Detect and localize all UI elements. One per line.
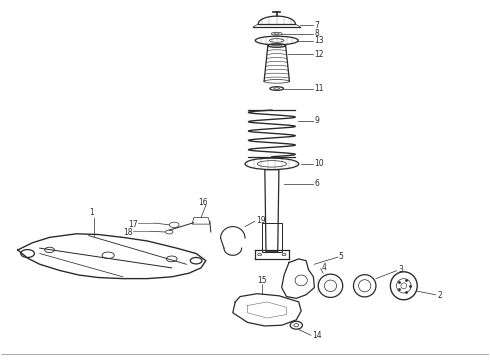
Text: 9: 9 [315, 116, 319, 125]
Text: 13: 13 [315, 36, 324, 45]
Text: 4: 4 [322, 264, 327, 273]
Text: 2: 2 [437, 291, 442, 300]
Text: 17: 17 [128, 220, 137, 229]
Text: 1: 1 [89, 208, 94, 217]
Text: 7: 7 [315, 21, 319, 30]
Text: 12: 12 [315, 50, 324, 59]
Text: 10: 10 [315, 159, 324, 168]
Text: 18: 18 [123, 228, 132, 237]
Text: 15: 15 [257, 276, 267, 285]
Text: 16: 16 [198, 198, 208, 207]
Text: 19: 19 [256, 216, 266, 225]
Text: 5: 5 [339, 252, 343, 261]
Text: 11: 11 [315, 84, 324, 93]
Text: 3: 3 [398, 265, 403, 274]
Text: 14: 14 [312, 332, 321, 341]
Text: 6: 6 [315, 179, 319, 188]
Text: 8: 8 [315, 29, 319, 38]
